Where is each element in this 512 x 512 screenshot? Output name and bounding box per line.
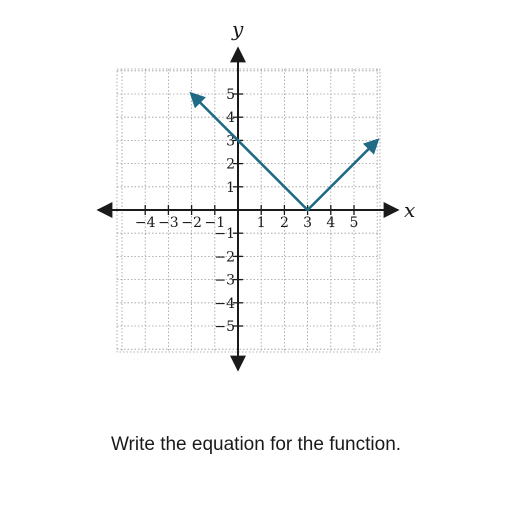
x-axis-label: x: [404, 198, 415, 222]
series-segment: [189, 91, 309, 212]
y-tick-label: 1: [226, 180, 235, 196]
x-tick-label: 4: [326, 215, 335, 231]
y-tick-label: −2: [214, 249, 235, 265]
x-tick-label: −4: [135, 215, 156, 231]
x-tick-label: −1: [204, 215, 225, 231]
x-tick-label: −3: [158, 215, 179, 231]
y-tick-label: 3: [226, 133, 235, 149]
y-tick-label: −4: [214, 296, 235, 312]
x-tick-label: 2: [280, 215, 289, 231]
y-axis-label: y: [231, 17, 244, 41]
x-tick-label: 1: [257, 215, 266, 231]
x-tick-label: 3: [303, 215, 312, 231]
y-tick-label: −3: [214, 273, 235, 289]
x-tick-label: 5: [350, 215, 359, 231]
y-tick-label: 5: [226, 87, 235, 103]
y-tick-label: −5: [214, 319, 235, 335]
y-tick-label: −1: [214, 226, 235, 242]
x-tick-label: −2: [181, 215, 202, 231]
series-segment: [306, 138, 380, 212]
y-tick-label: 2: [226, 157, 235, 173]
y-tick-label: 4: [226, 110, 235, 126]
question-text: Write the equation for the function.: [110, 434, 402, 455]
